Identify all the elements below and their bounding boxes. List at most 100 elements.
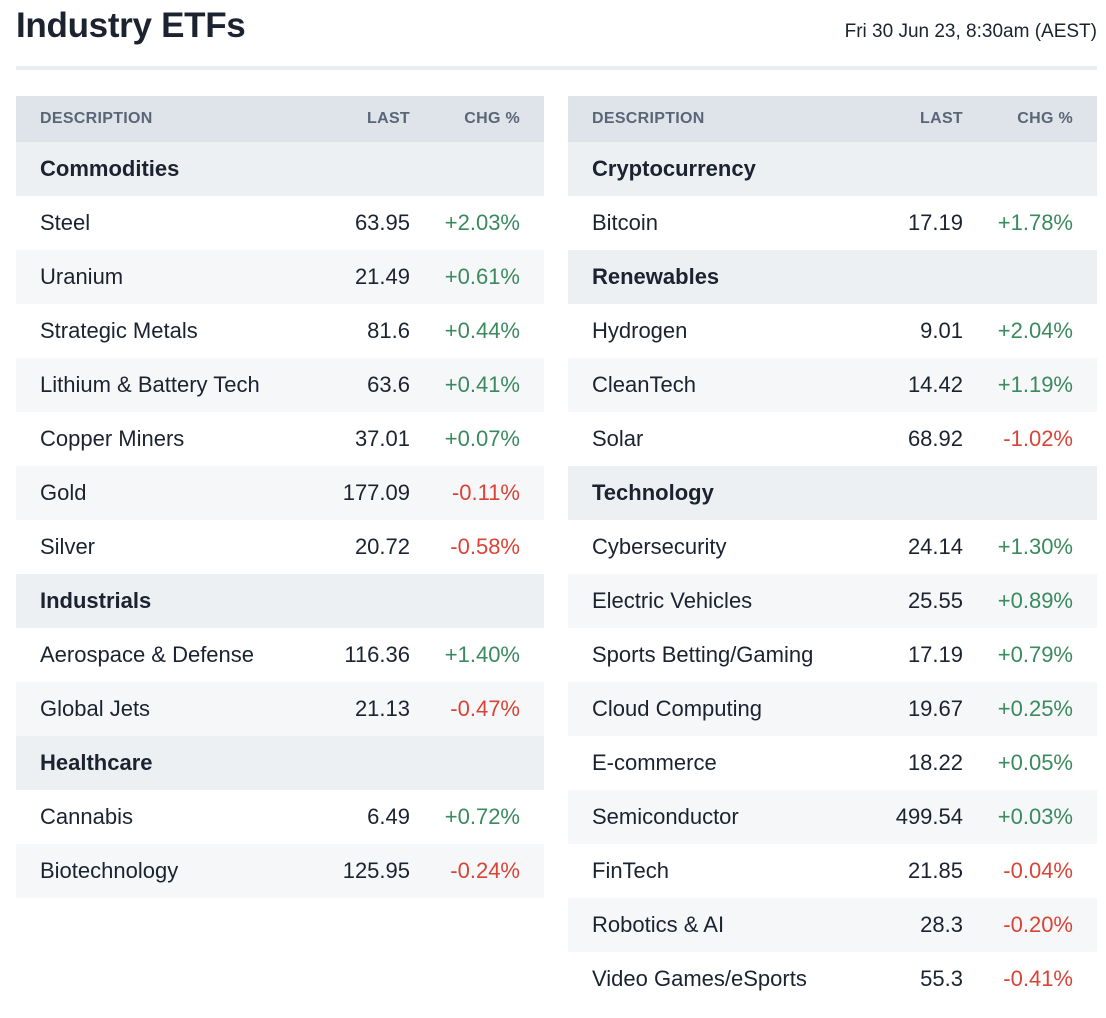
table-row[interactable]: Video Games/eSports 55.3 -0.41% (568, 952, 1097, 1006)
timestamp: Fri 30 Jun 23, 8:30am (AEST) (844, 21, 1097, 42)
etf-name[interactable]: Strategic Metals (40, 318, 198, 343)
column-header-last[interactable]: LAST (920, 110, 963, 127)
last-price: 24.14 (907, 534, 963, 559)
change-percent: +1.40% (444, 642, 520, 667)
etf-name[interactable]: Silver (40, 534, 96, 559)
table-row[interactable]: CleanTech 14.42 +1.19% (568, 358, 1097, 412)
change-percent: -0.47% (450, 696, 520, 721)
table-row[interactable]: Uranium 21.49 +0.61% (16, 250, 544, 304)
last-price: 17.19 (907, 642, 963, 667)
column-header-chg[interactable]: CHG % (1017, 110, 1073, 127)
last-price: 17.19 (907, 210, 963, 235)
change-percent: +0.41% (444, 372, 520, 397)
last-price: 63.95 (354, 210, 410, 235)
change-percent: -1.02% (1003, 426, 1073, 451)
etf-name[interactable]: Bitcoin (592, 210, 659, 235)
table-row[interactable]: E-commerce 18.22 +0.05% (568, 736, 1097, 790)
table-row[interactable]: Global Jets 21.13 -0.47% (16, 682, 544, 736)
table-row[interactable]: Steel 63.95 +2.03% (16, 196, 544, 250)
change-percent: -0.24% (450, 858, 520, 883)
etf-name[interactable]: Electric Vehicles (592, 588, 753, 613)
column-header-last[interactable]: LAST (367, 110, 410, 127)
etf-name[interactable]: Cloud Computing (592, 696, 762, 721)
etf-name[interactable]: Hydrogen (592, 318, 688, 343)
change-percent: -0.58% (450, 534, 520, 559)
table-row[interactable]: Cloud Computing 19.67 +0.25% (568, 682, 1097, 736)
group-label: Healthcare (40, 750, 153, 775)
group-label: Renewables (592, 264, 720, 289)
change-percent: +0.89% (997, 588, 1073, 613)
page-header: Industry ETFs Fri 30 Jun 23, 8:30am (AES… (16, 0, 1097, 70)
table-row[interactable]: Hydrogen 9.01 +2.04% (568, 304, 1097, 358)
table-row[interactable]: Cannabis 6.49 +0.72% (16, 790, 544, 844)
change-percent: +1.19% (997, 372, 1073, 397)
etf-name[interactable]: Uranium (40, 264, 124, 289)
table-row[interactable]: Gold 177.09 -0.11% (16, 466, 544, 520)
etf-name[interactable]: Steel (40, 210, 91, 235)
table-row[interactable]: Semiconductor 499.54 +0.03% (568, 790, 1097, 844)
table-row[interactable]: Biotechnology 125.95 -0.24% (16, 844, 544, 898)
last-price: 499.54 (895, 804, 963, 829)
last-price: 37.01 (354, 426, 410, 451)
last-price: 20.72 (354, 534, 410, 559)
etf-name[interactable]: Sports Betting/Gaming (592, 642, 814, 667)
etf-table-left: DESCRIPTION LAST CHG % Commodities Steel 6… (16, 96, 544, 898)
change-percent: -0.11% (451, 480, 520, 505)
table-header: DESCRIPTION LAST CHG % (16, 96, 544, 142)
change-percent: +0.07% (444, 426, 520, 451)
last-price: 116.36 (344, 642, 410, 667)
group-header: Renewables (568, 250, 1097, 304)
table-body: Commodities Steel 63.95 +2.03% Uranium 21.49 +… (16, 142, 544, 898)
group-header: Cryptocurrency (568, 142, 1097, 196)
etf-name[interactable]: Solar (592, 426, 644, 451)
group-header: Commodities (16, 142, 544, 196)
etf-name[interactable]: Global Jets (40, 696, 151, 721)
etf-name[interactable]: Cannabis (40, 804, 133, 829)
etf-name[interactable]: Copper Miners (40, 426, 185, 451)
group-label: Industrials (40, 588, 152, 613)
etf-name[interactable]: Biotechnology (40, 858, 179, 883)
etf-name[interactable]: Gold (40, 480, 87, 505)
table-row[interactable]: Lithium & Battery Tech 63.6 +0.41% (16, 358, 544, 412)
change-percent: +1.30% (997, 534, 1073, 559)
change-percent: +0.25% (997, 696, 1073, 721)
change-percent: -0.04% (1003, 858, 1073, 883)
table-row[interactable]: Robotics & AI 28.3 -0.20% (568, 898, 1097, 952)
table-body: Cryptocurrency Bitcoin 17.19 +1.78% Renewabl… (568, 142, 1097, 1006)
table-row[interactable]: Solar 68.92 -1.02% (568, 412, 1097, 466)
table-row[interactable]: Strategic Metals 81.6 +0.44% (16, 304, 544, 358)
etf-name[interactable]: FinTech (592, 858, 670, 883)
table-row[interactable]: FinTech 21.85 -0.04% (568, 844, 1097, 898)
change-percent: +0.44% (444, 318, 520, 343)
last-price: 18.22 (907, 750, 963, 775)
last-price: 81.6 (367, 318, 410, 343)
etf-name[interactable]: E-commerce (592, 750, 717, 775)
group-label: Technology (592, 480, 714, 505)
etf-name[interactable]: Cybersecurity (592, 534, 727, 559)
group-header: Healthcare (16, 736, 544, 790)
column-header-description[interactable]: DESCRIPTION (40, 110, 153, 127)
last-price: 21.85 (907, 858, 963, 883)
column-header-chg[interactable]: CHG % (464, 110, 520, 127)
table-row[interactable]: Aerospace & Defense 116.36 +1.40% (16, 628, 544, 682)
last-price: 14.42 (907, 372, 963, 397)
etf-name[interactable]: Lithium & Battery Tech (40, 372, 260, 397)
table-row[interactable]: Electric Vehicles 25.55 +0.89% (568, 574, 1097, 628)
etf-name[interactable]: Semiconductor (592, 804, 739, 829)
table-row[interactable]: Silver 20.72 -0.58% (16, 520, 544, 574)
etf-name[interactable]: Aerospace & Defense (40, 642, 255, 667)
etf-name[interactable]: Robotics & AI (592, 912, 725, 937)
change-percent: +0.03% (997, 804, 1073, 829)
table-row[interactable]: Bitcoin 17.19 +1.78% (568, 196, 1097, 250)
column-header-description[interactable]: DESCRIPTION (592, 110, 705, 127)
change-percent: +0.79% (997, 642, 1073, 667)
last-price: 68.92 (907, 426, 963, 451)
table-row[interactable]: Copper Miners 37.01 +0.07% (16, 412, 544, 466)
etf-name[interactable]: CleanTech (592, 372, 696, 397)
last-price: 63.6 (367, 372, 410, 397)
change-percent: +2.04% (997, 318, 1073, 343)
table-row[interactable]: Cybersecurity 24.14 +1.30% (568, 520, 1097, 574)
etf-name[interactable]: Video Games/eSports (592, 966, 807, 991)
change-percent: +1.78% (997, 210, 1073, 235)
table-row[interactable]: Sports Betting/Gaming 17.19 +0.79% (568, 628, 1097, 682)
